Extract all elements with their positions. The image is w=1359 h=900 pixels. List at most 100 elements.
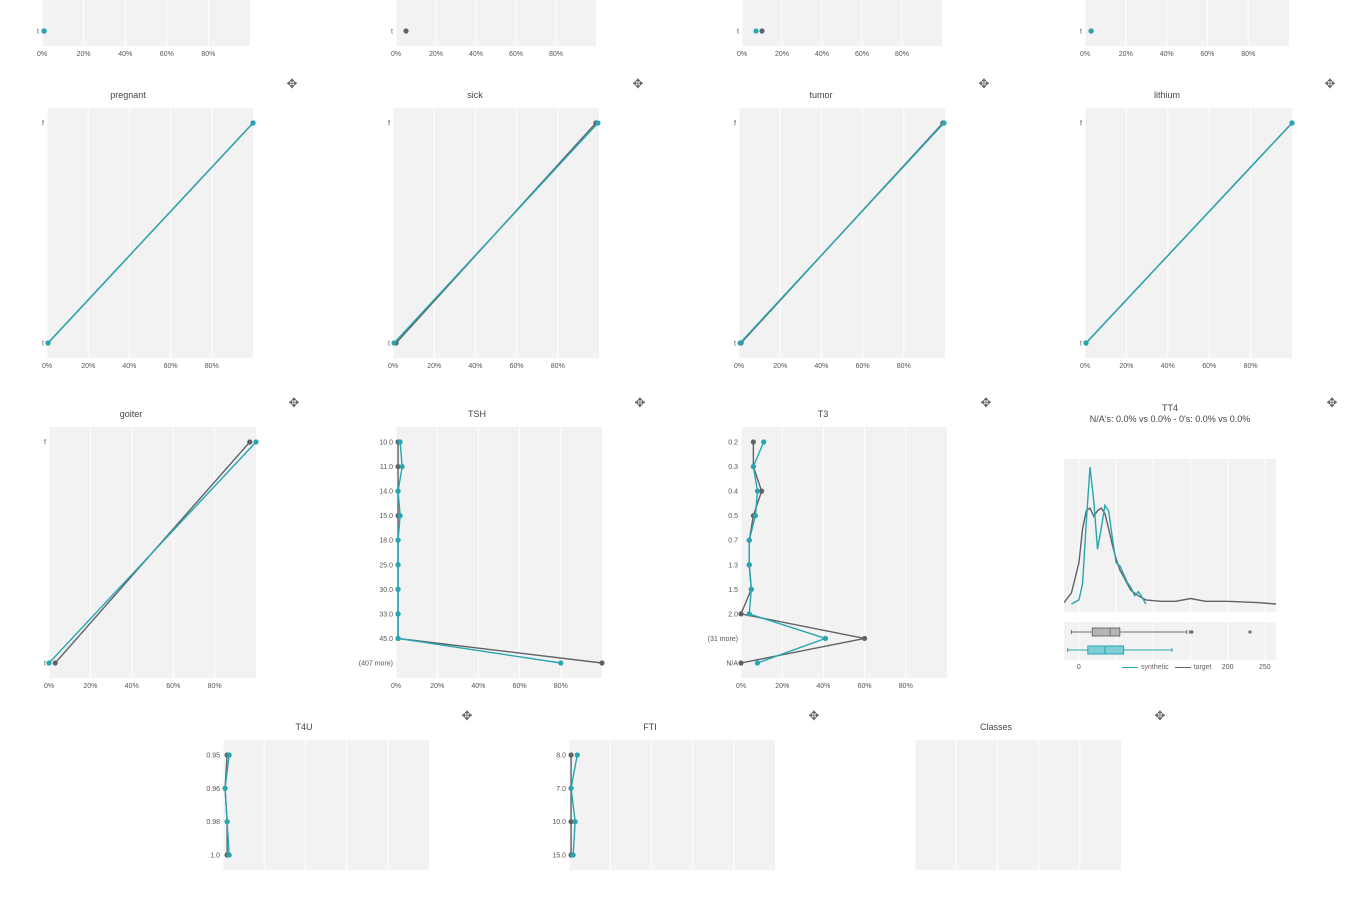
boxplot-target-outlier (1248, 630, 1252, 634)
chart-title-goiter: goiter (119, 409, 143, 419)
data-point-synthetic (253, 439, 259, 445)
x-tick-label: 250 (1259, 664, 1271, 671)
x-tick-label: 20% (81, 363, 95, 370)
y-tick-label: 2.0 (728, 611, 738, 618)
move-icon[interactable]: ✥ (1154, 709, 1166, 724)
move-icon[interactable]: ✥ (634, 396, 646, 411)
data-point-synthetic (570, 852, 576, 858)
move-icon[interactable]: ✥ (288, 396, 300, 411)
x-tick-label: 0% (737, 51, 747, 58)
chart-title-t3: T3 (817, 409, 829, 419)
data-point-target (759, 488, 765, 494)
x-tick-label: 60% (509, 51, 523, 58)
data-point-synthetic (395, 488, 401, 494)
y-tick-label: 10.0 (552, 819, 566, 826)
x-tick-label: 0 (1077, 664, 1081, 671)
plot-background (742, 0, 942, 46)
data-point-synthetic (1289, 120, 1295, 126)
data-point-synthetic (737, 340, 743, 346)
chart-title-sick: sick (467, 90, 483, 100)
x-tick-label: 80% (554, 683, 568, 690)
x-tick-label: 80% (201, 51, 215, 58)
data-point-synthetic (748, 586, 754, 592)
x-tick-label: 20% (1119, 51, 1133, 58)
data-point-synthetic (558, 660, 564, 666)
series-line-synthetic (1085, 122, 1293, 344)
data-point-synthetic (754, 660, 761, 666)
data-point-target (403, 28, 409, 34)
y-tick-label: t (1080, 29, 1082, 36)
y-tick-label: 15.0 (379, 513, 393, 520)
x-tick-label: 40% (1160, 51, 1174, 58)
x-tick-label: 40% (469, 51, 483, 58)
x-tick-label: 20% (430, 683, 444, 690)
move-icon[interactable]: ✥ (1324, 77, 1336, 92)
move-icon[interactable]: ✥ (808, 709, 820, 724)
legend-label-synthetic: synthetic (1141, 664, 1169, 671)
chart-c2: 0% 20% 40% 60% 80% t (737, 0, 942, 58)
x-tick-label: 80% (1241, 51, 1255, 58)
x-tick-label: 60% (164, 363, 178, 370)
y-tick-label: 33.0 (379, 611, 393, 618)
y-tick-label: 15.0 (552, 853, 566, 860)
chart-title-tumor: tumor (809, 90, 833, 100)
data-point-synthetic (222, 785, 228, 791)
x-tick-label: 80% (205, 363, 219, 370)
move-icon[interactable]: ✥ (1326, 396, 1338, 411)
x-tick-label: 40% (814, 363, 828, 370)
x-tick-label: 20% (773, 363, 787, 370)
move-icon[interactable]: ✥ (461, 709, 473, 724)
chart-goiter: 0% 20% 40% 60% 80% f t (44, 427, 259, 690)
y-tick-label: 1.0 (210, 853, 220, 860)
y-tick-label: f (44, 440, 46, 447)
plot-background (396, 0, 596, 46)
y-tick-label: 10.0 (379, 440, 393, 447)
chart-tt4: 0 200 250 (1064, 459, 1277, 671)
chart-c1: 0% 20% 40% 60% 80% t (391, 0, 596, 58)
x-tick-label: 60% (856, 363, 870, 370)
chart-t3: 0% 20% 40% 60% 80% 0.2 0.3 0.4 0.5 0.7 1.3 1.5 2.0 (3… (708, 427, 947, 690)
data-point-target (738, 611, 744, 617)
x-tick-label: 40% (118, 51, 132, 58)
x-tick-label: 60% (160, 51, 174, 58)
x-tick-label: 60% (1202, 363, 1216, 370)
x-tick-label: 20% (429, 51, 443, 58)
x-tick-label: 20% (77, 51, 91, 58)
x-tick-label: 80% (895, 51, 909, 58)
data-point-synthetic (595, 120, 601, 126)
move-icon[interactable]: ✥ (632, 77, 644, 92)
move-icon[interactable]: ✥ (980, 396, 992, 411)
plot-background (741, 427, 947, 678)
y-tick-label: 0.4 (728, 489, 738, 496)
series-line-synthetic (48, 441, 257, 664)
chart-title-t4u: T4U (295, 722, 313, 732)
data-point-target (750, 439, 756, 445)
data-point-synthetic (746, 611, 752, 617)
chart-fti: 8.0 7.0 10.0 15.0 (552, 740, 775, 870)
x-tick-label: 40% (468, 363, 482, 370)
data-point-synthetic (1088, 28, 1094, 34)
data-point-synthetic (395, 562, 401, 568)
move-icon[interactable]: ✥ (286, 77, 298, 92)
y-tick-label: 30.0 (379, 587, 393, 594)
y-tick-label: 18.0 (379, 538, 393, 545)
chart-title-tt4: TT4 (1161, 403, 1178, 413)
plot-background (396, 427, 602, 678)
x-tick-label: 60% (855, 51, 869, 58)
x-tick-label: 60% (858, 683, 872, 690)
data-point-synthetic (224, 819, 230, 825)
move-icon[interactable]: ✥ (978, 77, 990, 92)
data-point-synthetic (395, 537, 401, 543)
x-tick-label: 20% (775, 51, 789, 58)
boxplot-target-outlier (1190, 630, 1194, 634)
legend-label-target: target (1193, 664, 1212, 671)
y-tick-label: t (737, 29, 739, 36)
x-tick-label: 0% (391, 683, 401, 690)
x-tick-label: 40% (471, 683, 485, 690)
y-tick-label: t (42, 341, 44, 348)
x-tick-label: 80% (897, 363, 911, 370)
data-point-target (247, 439, 253, 445)
y-tick-label: 1.3 (728, 562, 738, 569)
y-tick-label: t (37, 29, 39, 36)
y-tick-label: 0.98 (206, 819, 220, 826)
